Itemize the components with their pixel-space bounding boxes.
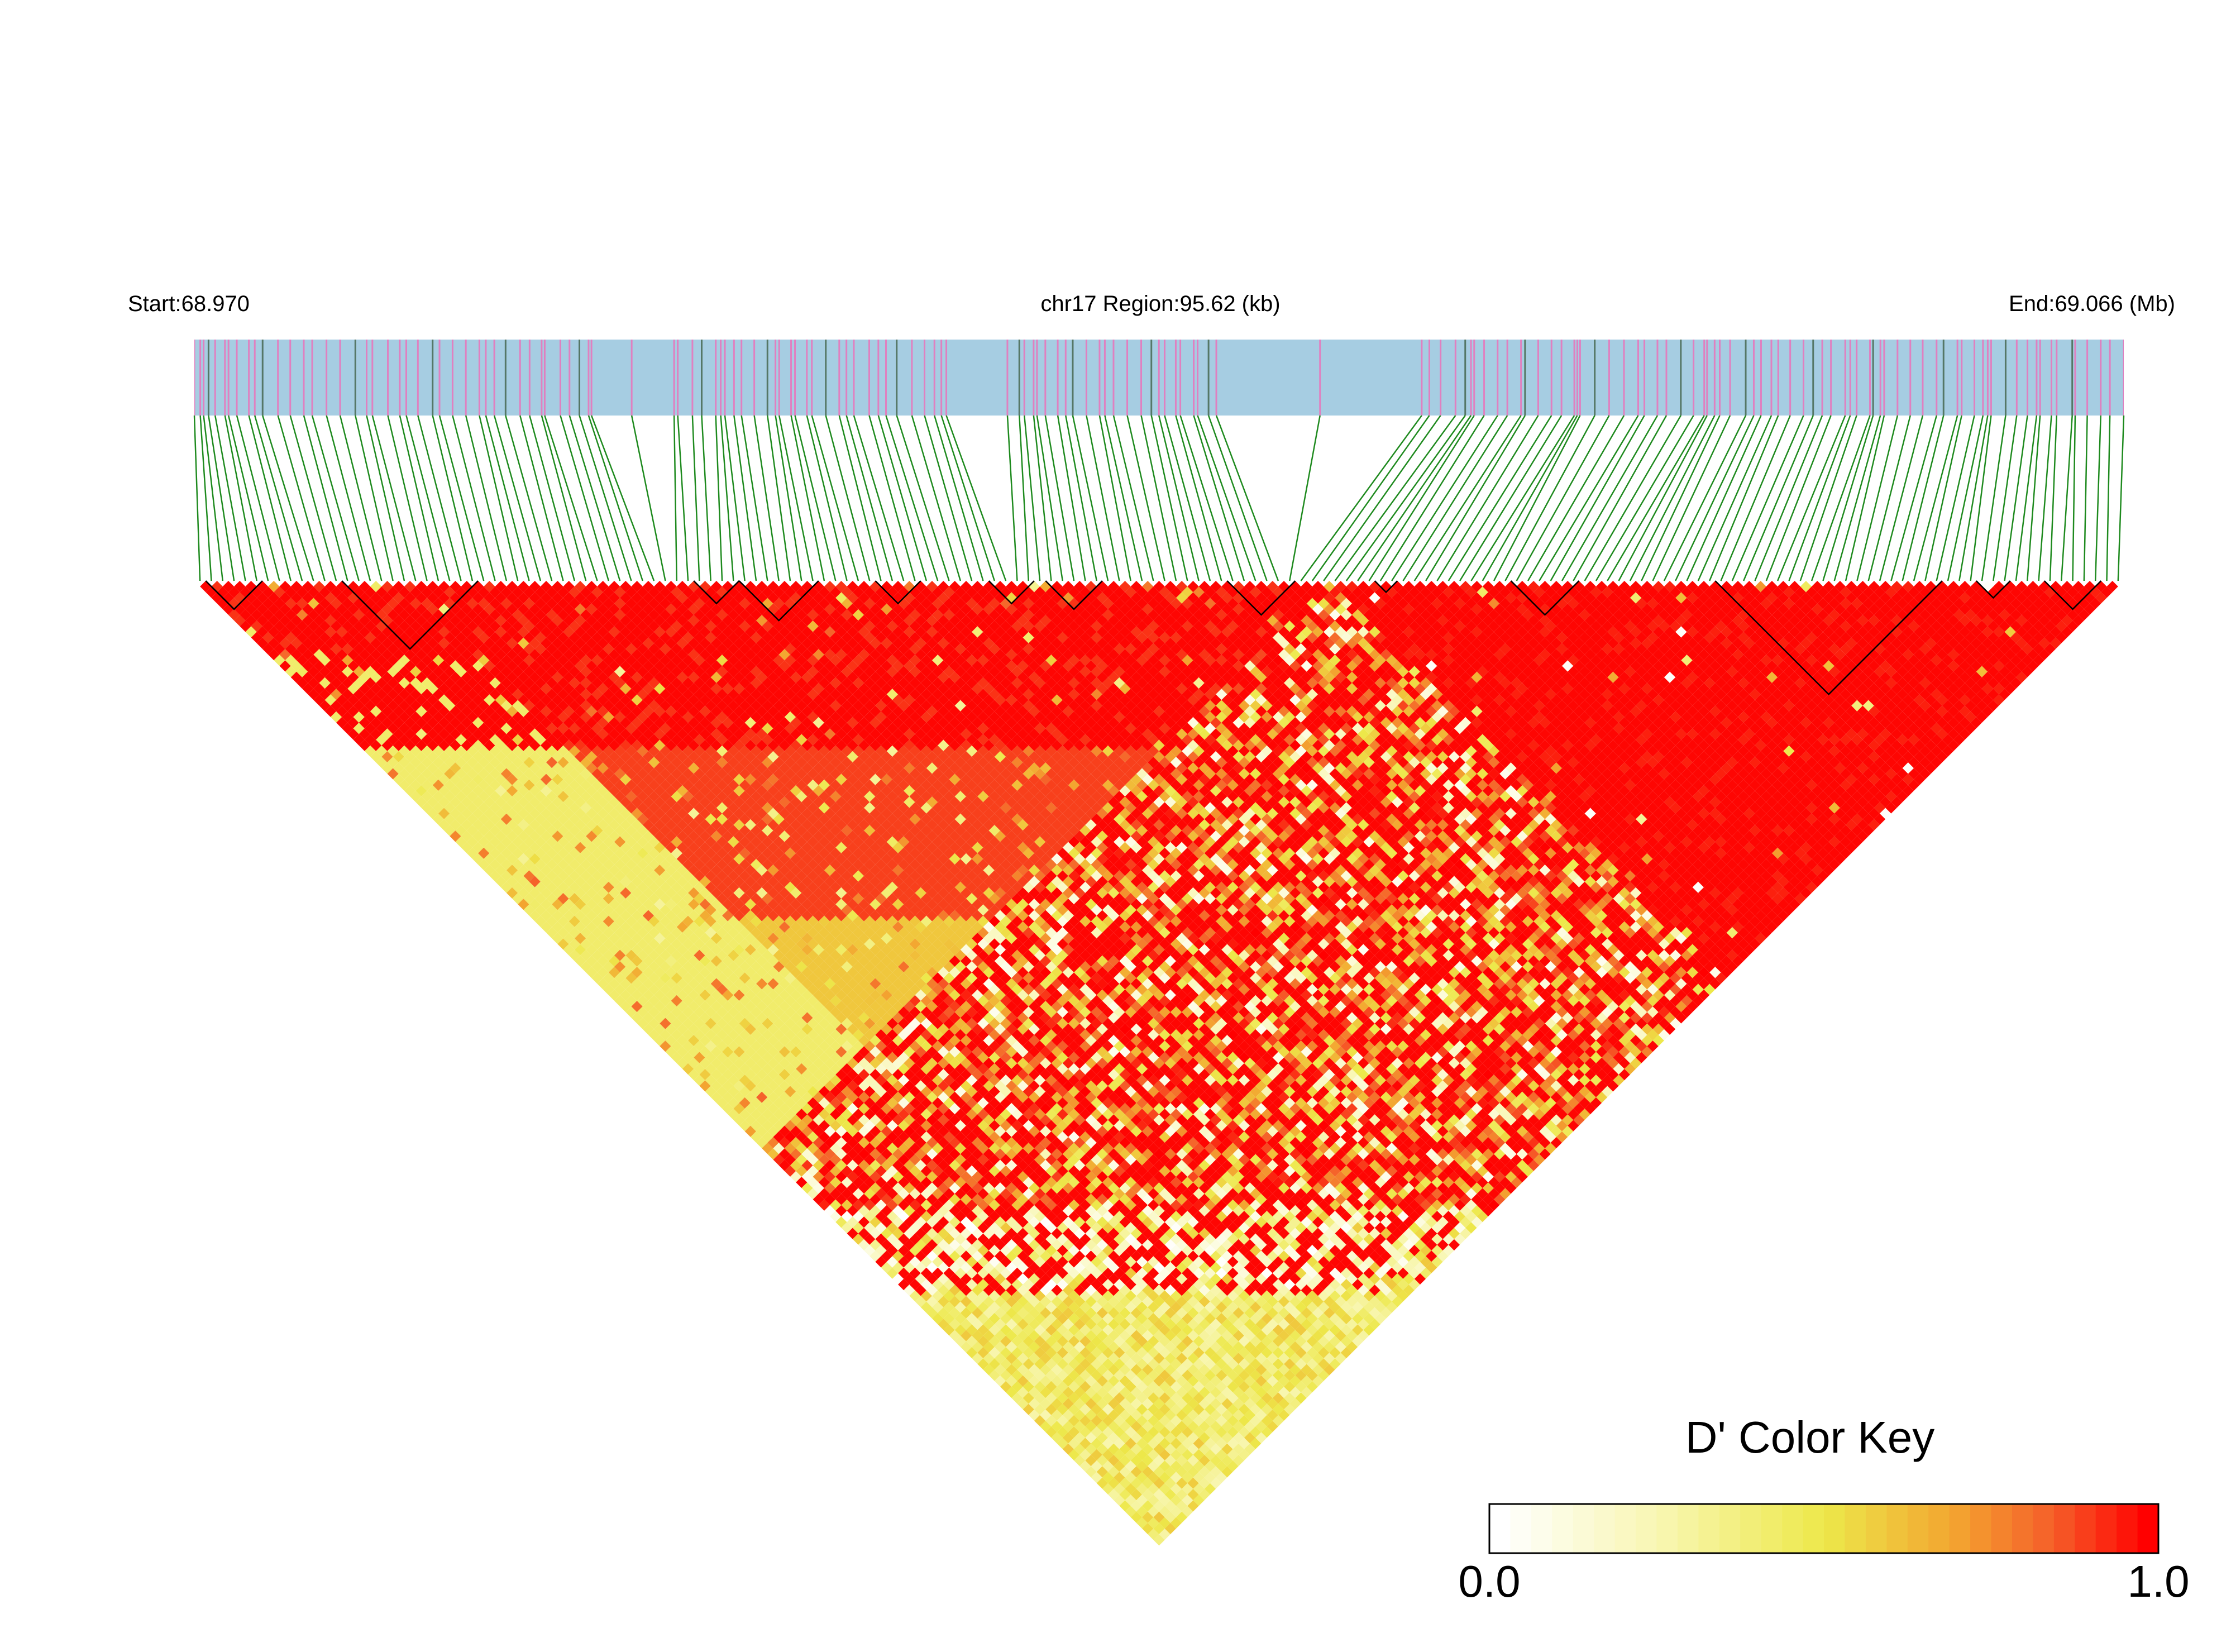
- snp-connector-95: [1208, 416, 1267, 581]
- snp-connector-25: [433, 416, 472, 581]
- snp-connector-47: [716, 416, 722, 581]
- snp-connector-130: [1664, 416, 1746, 581]
- snp-connector-14: [304, 416, 347, 581]
- snp-connector-23: [406, 416, 450, 581]
- snp-connector-104: [1369, 416, 1474, 581]
- snp-connector-28: [466, 416, 507, 581]
- snp-connector-150: [1891, 416, 1936, 581]
- snp-connector-8: [237, 416, 279, 581]
- snp-connector-125: [1607, 416, 1704, 581]
- snp-connector-42: [632, 416, 665, 581]
- snp-connector-30: [486, 416, 529, 581]
- snp-connector-33: [520, 416, 563, 581]
- snp-connector-93: [1194, 416, 1244, 581]
- snp-connector-137: [1743, 416, 1813, 581]
- snp-connector-49: [725, 416, 745, 581]
- snp-connector-24: [418, 416, 461, 581]
- snp-connector-40: [589, 416, 643, 581]
- snp-connector-22: [400, 416, 438, 581]
- snp-connector-76: [1034, 416, 1052, 581]
- snp-connector-16: [327, 416, 370, 581]
- snp-connector-111: [1449, 416, 1551, 581]
- snp-connector-106: [1392, 416, 1498, 581]
- snp-connector-43: [674, 416, 677, 581]
- snp-connector-115: [1494, 416, 1580, 581]
- snp-connector-103: [1358, 416, 1471, 581]
- snp-connector-38: [570, 416, 620, 581]
- snp-connector-27: [452, 416, 495, 581]
- snp-connector-133: [1698, 416, 1771, 581]
- snp-connector-98: [1301, 416, 1422, 581]
- snp-connector-170: [2118, 416, 2124, 581]
- snp-connector-153: [1925, 416, 1961, 581]
- snp-connector-lines: [194, 416, 2124, 581]
- snp-connector-167: [2084, 416, 2087, 581]
- snp-connector-129: [1653, 416, 1730, 581]
- snp-connector-131: [1675, 416, 1754, 581]
- snp-connector-100: [1324, 416, 1440, 581]
- snp-connector-58: [807, 416, 847, 581]
- snp-connector-84: [1105, 416, 1142, 581]
- snp-connector-48: [721, 416, 734, 581]
- snp-connector-39: [580, 416, 632, 581]
- snp-connector-46: [702, 416, 711, 581]
- snp-connector-44: [678, 416, 688, 581]
- snp-connector-64: [869, 416, 915, 581]
- snp-connector-154: [1937, 416, 1975, 581]
- snp-connector-108: [1415, 416, 1521, 581]
- snp-connector-63: [854, 416, 904, 581]
- snp-connector-151: [1903, 416, 1944, 581]
- ld-heatmap-cells: [200, 581, 2118, 1546]
- snp-connector-102: [1346, 416, 1465, 581]
- snp-position-track: [194, 340, 2124, 416]
- snp-connector-149: [1880, 416, 1923, 581]
- snp-connector-13: [290, 416, 336, 581]
- snp-connector-52: [754, 416, 779, 581]
- snp-connector-135: [1721, 416, 1790, 581]
- snp-connector-35: [542, 416, 586, 581]
- snp-connector-89: [1159, 416, 1198, 581]
- snp-connector-57: [795, 416, 836, 581]
- snp-connector-165: [2061, 416, 2072, 581]
- snp-connector-155: [1948, 416, 1983, 581]
- snp-connector-119: [1539, 416, 1638, 581]
- snp-connector-45: [692, 416, 700, 581]
- snp-connector-148: [1869, 416, 1910, 581]
- snp-connector-31: [494, 416, 541, 581]
- snp-connector-124: [1596, 416, 1694, 581]
- snp-connector-116: [1505, 416, 1594, 581]
- snp-connector-158: [1982, 416, 2005, 581]
- snp-connector-83: [1100, 416, 1131, 581]
- snp-connector-15: [312, 416, 359, 581]
- snp-connector-159: [1993, 416, 2017, 581]
- snp-connector-97: [1289, 416, 1320, 581]
- snp-connector-163: [2039, 416, 2052, 581]
- snp-connector-69: [925, 416, 972, 581]
- snp-connector-19: [366, 416, 404, 581]
- snp-connector-166: [2073, 416, 2075, 581]
- snp-connector-160: [2005, 416, 2028, 581]
- snp-connector-66: [886, 416, 938, 581]
- snp-connector-164: [2050, 416, 2057, 581]
- snp-connector-73: [1007, 416, 1017, 581]
- snp-connector-71: [942, 416, 995, 581]
- snp-connector-26: [439, 416, 484, 581]
- snp-connector-152: [1914, 416, 1957, 581]
- snp-connector-1: [194, 416, 200, 581]
- snp-connector-61: [839, 416, 881, 581]
- snp-connector-99: [1312, 416, 1430, 581]
- snp-connector-60: [826, 416, 870, 581]
- snp-connector-107: [1403, 416, 1507, 581]
- snp-connector-168: [2095, 416, 2101, 581]
- snp-connector-120: [1551, 416, 1645, 581]
- snp-connector-169: [2107, 416, 2110, 581]
- snp-connector-147: [1857, 416, 1897, 581]
- snp-connector-132: [1687, 416, 1761, 581]
